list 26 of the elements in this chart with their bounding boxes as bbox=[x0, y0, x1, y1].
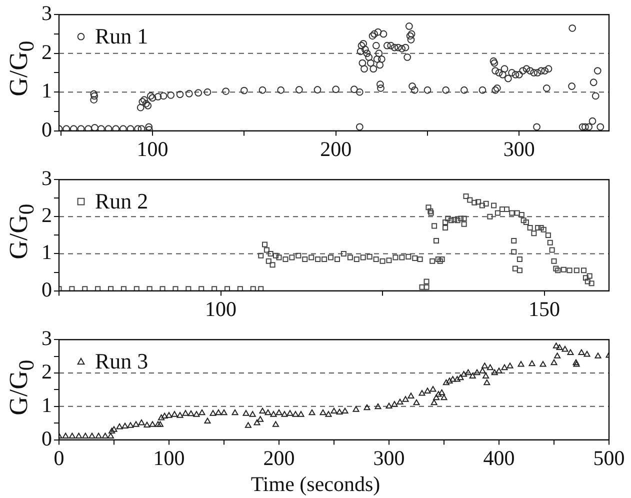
y-tick-label: 0 bbox=[42, 277, 52, 302]
legend-label: Run 1 bbox=[95, 23, 148, 48]
x-tick-label: 150 bbox=[528, 296, 560, 321]
x-tick-label: 200 bbox=[263, 446, 295, 470]
x-tick-label: 300 bbox=[503, 136, 535, 161]
x-axis-title: Time (seconds) bbox=[250, 472, 382, 497]
y-tick-label: 1 bbox=[42, 78, 52, 103]
y-tick-label: 2 bbox=[42, 40, 52, 64]
x-tick-label: 400 bbox=[483, 446, 515, 470]
x-tick-label: 100 bbox=[205, 296, 237, 321]
y-tick-label: 2 bbox=[42, 360, 52, 384]
y-tick-label: 1 bbox=[42, 240, 52, 264]
y-tick-label: 0 bbox=[42, 117, 52, 142]
y-tick-label: 2 bbox=[42, 203, 52, 228]
x-tick-label: 200 bbox=[320, 136, 352, 161]
x-tick-label: 100 bbox=[153, 446, 185, 470]
y-tick-label: 3 bbox=[42, 326, 52, 350]
x-tick-label: 100 bbox=[136, 136, 168, 161]
y-tick-label: 1 bbox=[42, 392, 52, 417]
y-tick-label: 3 bbox=[42, 1, 52, 26]
y-tick-label: 0 bbox=[42, 426, 52, 450]
legend-label: Run 3 bbox=[95, 348, 148, 374]
y-tick-label: 3 bbox=[42, 166, 52, 190]
x-tick-label: 300 bbox=[373, 446, 405, 470]
x-tick-label: 500 bbox=[593, 446, 625, 470]
legend-label: Run 2 bbox=[95, 188, 148, 214]
